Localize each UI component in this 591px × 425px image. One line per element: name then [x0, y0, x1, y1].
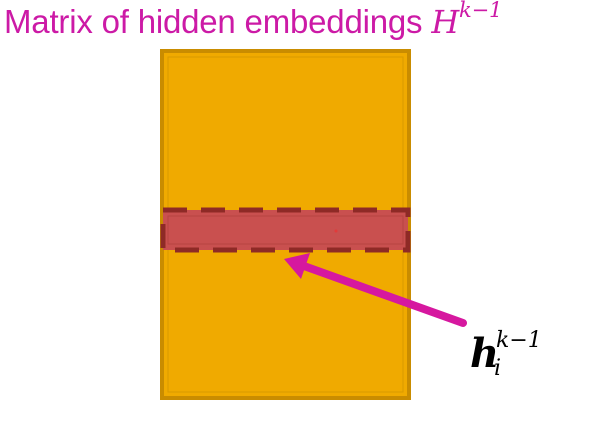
title-math-superscript: k−1	[459, 0, 503, 22]
row-label-base: h	[470, 330, 500, 377]
row-label-subscript: i	[494, 356, 502, 381]
row-label-superscript: k−1	[496, 328, 542, 353]
pointer-arrow	[300, 262, 467, 327]
title-math-base: H	[431, 3, 460, 41]
highlighted-row	[160, 207, 411, 253]
diagram-title: Matrix of hidden embeddings Hk−1	[4, 0, 503, 42]
pointer-arrow-head	[284, 253, 310, 279]
highlighted-row-inner	[167, 215, 404, 245]
title-text: Matrix of hidden embeddings	[4, 3, 432, 40]
row-vector-label: h k−1 i	[470, 328, 542, 381]
row-center-dot	[334, 229, 338, 233]
